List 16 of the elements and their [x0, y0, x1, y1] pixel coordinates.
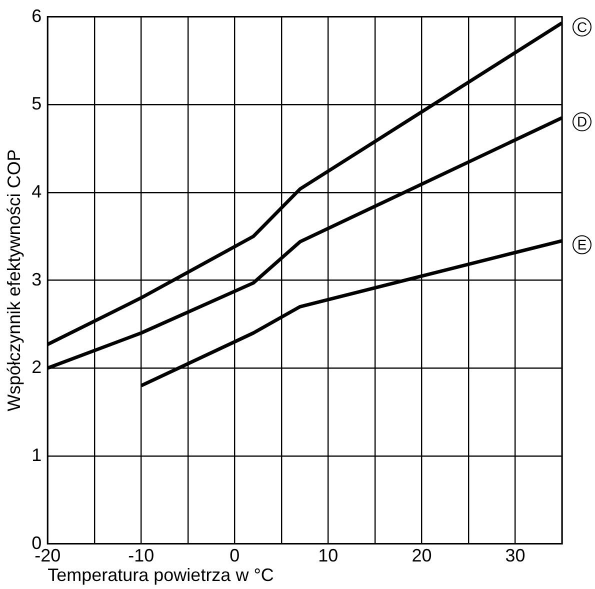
y-tick-label: 5 — [32, 94, 42, 114]
y-tick-label: 4 — [32, 181, 42, 202]
y-tick-label: 1 — [32, 444, 42, 465]
x-tick-label: 10 — [318, 546, 338, 566]
x-tick-label: 0 — [230, 546, 240, 566]
y-tick-label: 6 — [32, 6, 42, 26]
y-axis-title: Współczynnik efektywności COP — [4, 149, 24, 412]
y-tick-label: 2 — [32, 357, 42, 378]
y-tick-label: 3 — [32, 269, 42, 290]
series-label: C — [576, 18, 588, 35]
x-axis-title: Temperatura powietrza w °C — [48, 565, 274, 586]
x-tick-label: -10 — [128, 546, 154, 566]
x-tick-label: 30 — [505, 546, 526, 566]
x-tick-label: 20 — [412, 546, 432, 566]
series-label: E — [577, 236, 587, 253]
series-label: D — [576, 114, 588, 130]
